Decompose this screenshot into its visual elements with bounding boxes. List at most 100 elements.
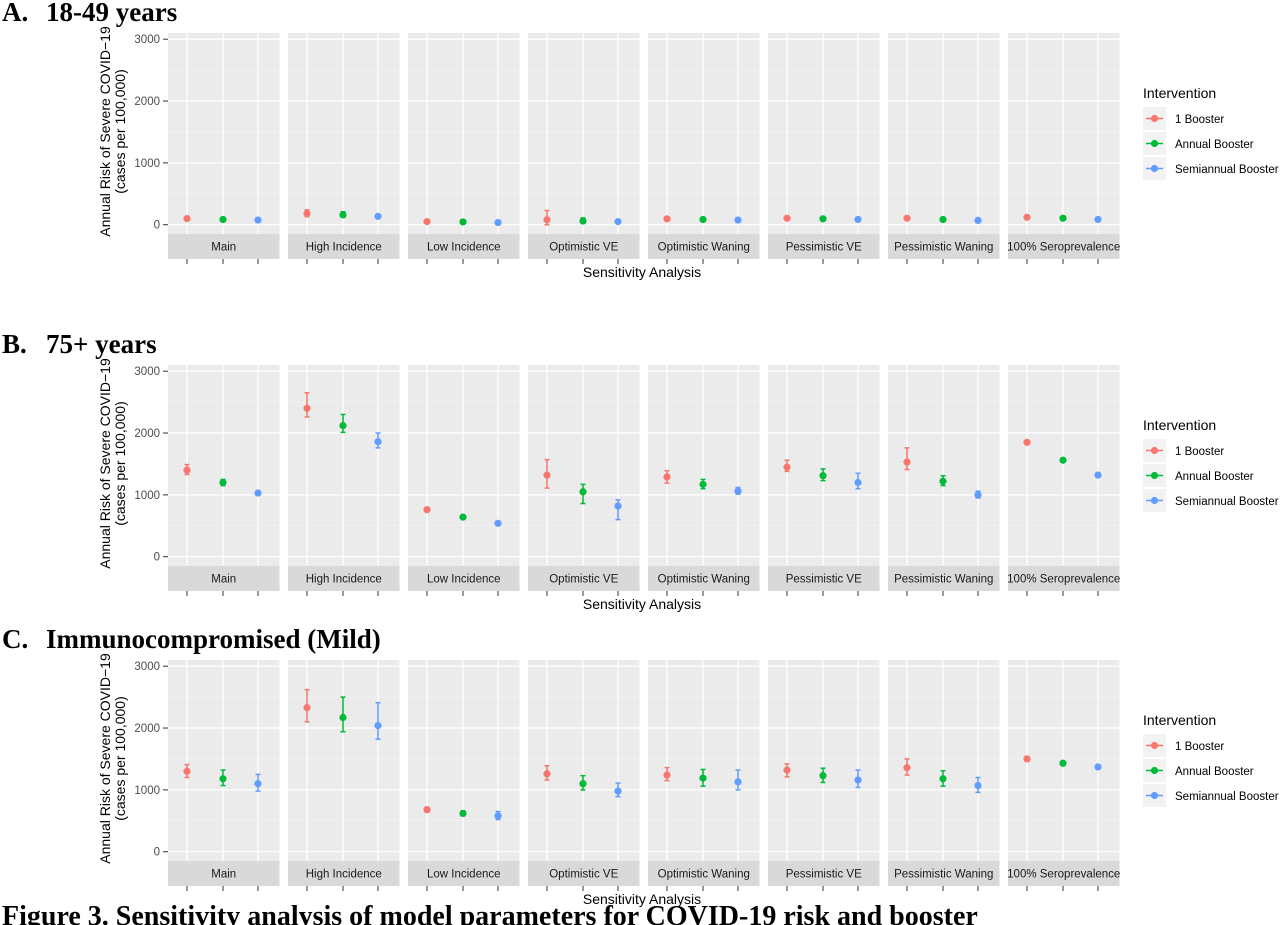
data-point [494,218,502,227]
facet: High Incidence [288,365,400,596]
facet-strip [408,861,520,886]
facet: Pessimistic Waning [888,660,1000,891]
facet-label: Optimistic VE [549,242,618,254]
data-point [543,770,551,778]
facet-strip [888,566,1000,591]
data-point [303,404,311,412]
data-point [339,422,347,430]
facet-background [528,660,640,861]
data-point [183,767,191,775]
data-point [734,778,742,786]
data-point [219,215,227,224]
legend-label: Annual Booster [1175,766,1254,778]
facet-background [1008,365,1120,566]
facet-label: Pessimistic Waning [894,574,993,586]
facet-strip [288,566,400,591]
y-tick-label: 3000 [134,366,160,378]
data-point [819,215,827,223]
panel-label: A. [2,0,28,27]
facet: Pessimistic VE [768,660,880,891]
data-point [783,766,791,774]
y-tick-label: 0 [154,220,160,232]
legend-label: Semiannual Booster [1175,791,1279,803]
legend-key-point [1150,496,1159,505]
legend-key-point [1150,139,1159,148]
y-axis-title: Annual Risk of Severe COVID−19 [97,358,113,569]
facet: High Incidence [288,660,400,891]
legend-key-point [1150,791,1159,800]
legend-title: Intervention [1143,85,1216,101]
data-point [219,775,227,783]
facet-label: Low Incidence [427,869,501,881]
facet-label: 100% Seroprevalence [1007,574,1120,586]
facet-label: Low Incidence [427,574,501,586]
facet: Low Incidence [408,33,520,264]
data-point [254,489,262,497]
panel-title: 18-49 years [46,0,177,27]
facet-strip [408,566,520,591]
x-axis-title: Sensitivity Analysis [583,891,701,907]
data-point [219,478,227,487]
data-point [1023,213,1031,221]
data-point [374,438,382,446]
facet: Optimistic VE [528,660,640,891]
legend-label: Annual Booster [1175,471,1254,483]
data-point [1023,438,1031,446]
data-point [374,212,382,220]
facet-strip [768,566,880,591]
data-point [699,215,707,224]
facet-strip [168,234,280,259]
panels: A. 18-49 years 0 1000 2000 3000 Annual Risk of… [2,0,1279,907]
facet-label: Main [211,574,236,586]
legend-label: 1 Booster [1175,741,1224,753]
data-point [339,713,347,722]
facet-label: Optimistic VE [549,869,618,881]
panel-b: B. 75+ years 0 1000 2000 3000 Annual Risk of S… [2,329,1279,612]
data-point [854,215,862,224]
data-point [1059,759,1067,767]
y-tick-label: 2000 [134,723,160,735]
facet-background [168,660,280,861]
facet-background [168,365,280,566]
y-tick-label: 1000 [134,158,160,170]
panel-label: B. [2,329,27,359]
data-point [614,787,622,795]
facet-strip [1008,566,1120,591]
data-point [939,215,947,224]
facet-label: Pessimistic Waning [894,242,993,254]
facet-label: Low Incidence [427,242,501,254]
data-point [303,209,311,218]
facet-label: Optimistic Waning [658,869,750,881]
data-point [734,487,742,495]
facet: Pessimistic Waning [888,33,1000,264]
data-point [939,477,947,485]
facet-strip [768,234,880,259]
y-tick-label: 1000 [134,490,160,502]
data-point [614,502,622,510]
data-point [819,472,827,480]
facet-background [168,33,280,234]
facet: Optimistic Waning [648,660,760,891]
facet-label: 100% Seroprevalence [1007,242,1120,254]
data-point [854,478,862,487]
x-axis-title: Sensitivity Analysis [583,264,701,280]
facet-strip [1008,861,1120,886]
facet-label: Pessimistic VE [786,242,862,254]
y-axis-subtitle: (cases per 100,000) [112,69,128,194]
facet: Optimistic Waning [648,33,760,264]
legend-key-point [1150,766,1159,775]
facet-background [648,660,760,861]
legend-label: Annual Booster [1175,139,1254,151]
data-point [1059,456,1067,464]
data-point [374,721,382,730]
y-tick-label: 1000 [134,785,160,797]
data-point [819,772,827,780]
data-point [254,216,262,224]
panel-title: Immunocompromised (Mild) [46,624,381,654]
facet-background [648,33,760,234]
facet-label: High Incidence [306,869,382,881]
data-point [783,463,791,471]
facet-background [288,33,400,234]
facet-strip [528,566,640,591]
data-point [1023,755,1031,763]
